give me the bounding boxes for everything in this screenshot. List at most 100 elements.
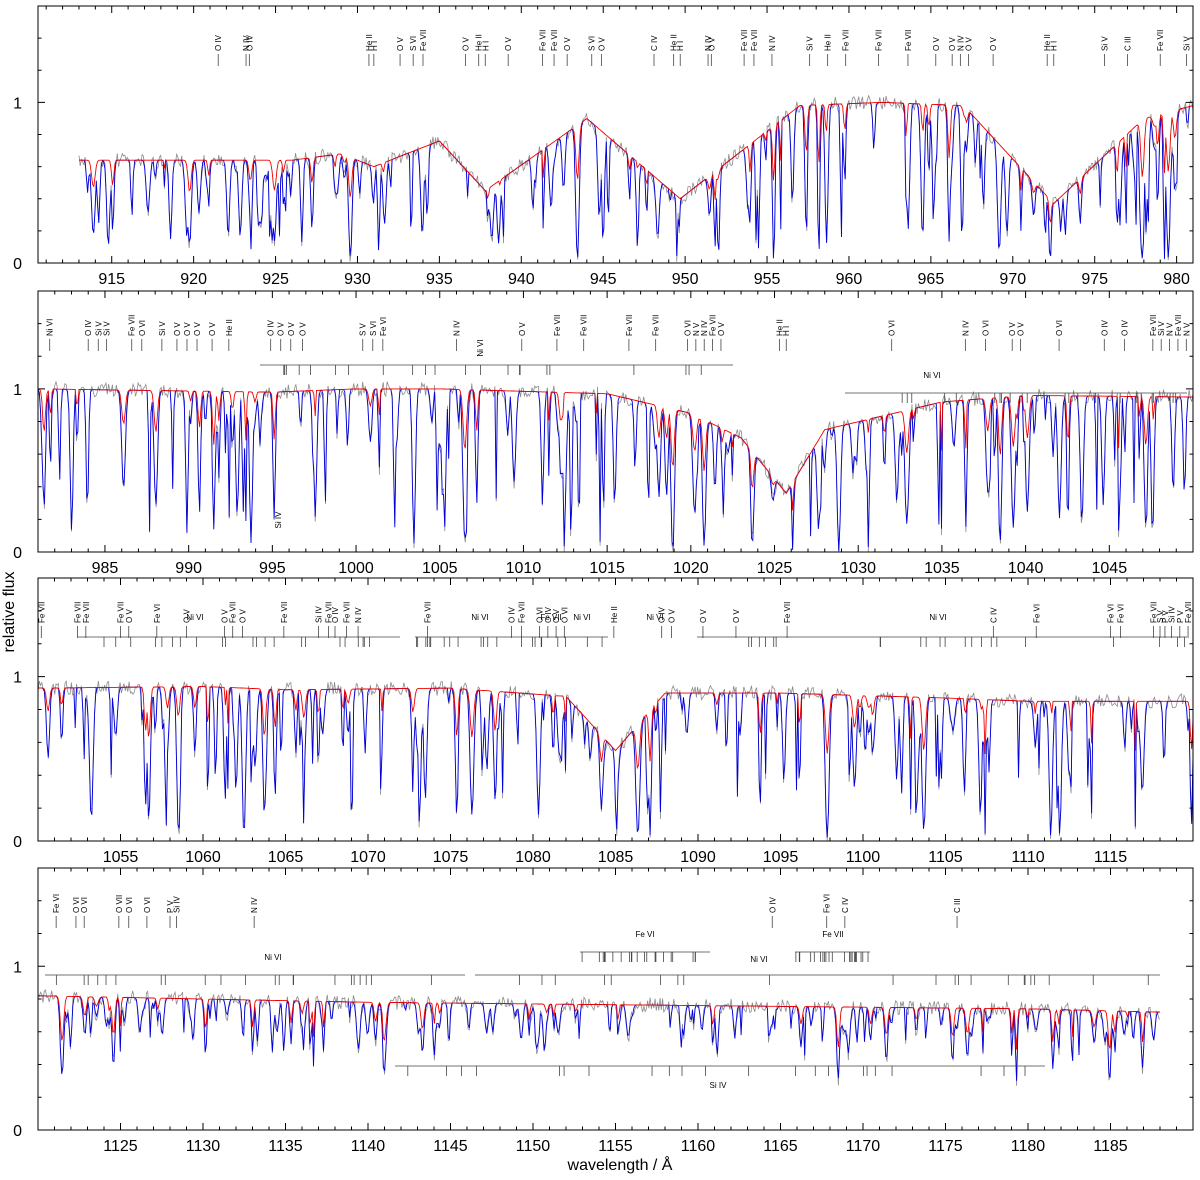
- y-tick-label: 1: [13, 382, 22, 399]
- x-tick-label: 1125: [103, 1138, 138, 1155]
- y-axis-title: relative flux: [1, 572, 18, 653]
- ion-label: S VI: [409, 36, 418, 51]
- ion-label: Fe VII: [625, 315, 634, 336]
- ion-label: Fe VII: [904, 30, 913, 51]
- ion-label: Fe VII: [419, 30, 428, 51]
- ion-label: O V: [504, 37, 513, 51]
- ion-label: O VI: [981, 320, 990, 336]
- x-tick-label: 960: [836, 271, 863, 288]
- observed-spectrum-line: [38, 680, 1193, 841]
- x-tick-label: 1185: [1093, 1138, 1128, 1155]
- ion-label: O V: [717, 322, 726, 336]
- ion-label: He II: [610, 606, 619, 623]
- ion-label: Si V: [158, 321, 167, 336]
- ism-model-line: [38, 388, 1193, 552]
- ion-label: O VI: [536, 607, 545, 623]
- x-tick-label: 925: [262, 271, 289, 288]
- ion-label: O VI: [888, 320, 897, 336]
- ion-label: N V: [1166, 322, 1175, 336]
- ion-label: Fe VII: [709, 315, 718, 336]
- x-tick-label: 975: [1081, 271, 1108, 288]
- ion-label: P V: [1161, 610, 1170, 623]
- ion-label: C IV: [650, 35, 659, 51]
- x-tick-label: 950: [672, 271, 699, 288]
- ion-label: N IV: [700, 320, 709, 336]
- ion-label: Si IV: [315, 605, 324, 623]
- ion-label: O V: [948, 37, 957, 51]
- x-axis-title: wavelength / Å: [567, 1155, 673, 1174]
- x-tick-label: 1040: [1008, 560, 1044, 577]
- ion-label: O V: [287, 322, 296, 336]
- ion-label: O VI: [1055, 320, 1064, 336]
- ion-label: Fe VII: [1149, 315, 1158, 336]
- ion-label: S VI: [369, 321, 378, 336]
- ion-label: Fe VII: [423, 602, 432, 623]
- ion-label: S VI: [588, 36, 597, 51]
- ion-label: Fe VII: [324, 602, 333, 623]
- x-tick-label: 1015: [589, 560, 625, 577]
- ion-label: S V: [1156, 609, 1165, 623]
- x-tick-label: 1110: [1011, 849, 1044, 866]
- multiplet-label: Ni VI: [929, 613, 946, 622]
- x-tick-label: 930: [344, 271, 371, 288]
- ion-label: Fe VII: [842, 30, 851, 51]
- ion-label: Fe VII: [343, 602, 352, 623]
- ion-label: Fe VII: [117, 602, 126, 623]
- x-tick-label: 1065: [268, 849, 304, 866]
- ion-label: O IV: [245, 34, 254, 51]
- ion-label: P V: [166, 900, 175, 913]
- x-tick-label: 1075: [433, 849, 469, 866]
- x-tick-label: 1010: [506, 560, 542, 577]
- y-tick-label: 0: [13, 834, 22, 851]
- x-tick-label: 965: [918, 271, 945, 288]
- ion-label: O V: [563, 37, 572, 51]
- panel-frame: [37, 5, 1194, 264]
- x-tick-label: 1000: [338, 560, 374, 577]
- y-tick-label: 0: [13, 1123, 22, 1140]
- x-tick-label: 1135: [268, 1138, 303, 1155]
- ion-label: O V: [552, 609, 561, 623]
- ion-label: Fe VII: [37, 602, 46, 623]
- ion-label: Fe VII: [280, 602, 289, 623]
- y-tick-label: 0: [13, 256, 22, 273]
- ion-label: Fe VI: [153, 604, 162, 623]
- ion-label: Si V: [806, 36, 815, 51]
- multiplet-label: Ni VI: [264, 953, 281, 962]
- ion-label: O V: [1017, 322, 1026, 336]
- x-tick-label: 1165: [763, 1138, 798, 1155]
- ion-label: He II: [670, 34, 679, 51]
- ion-label: O V: [462, 37, 471, 51]
- ion-label: O VI: [80, 897, 89, 913]
- ion-label: O IV: [1100, 319, 1109, 336]
- spectrum-panel-1: 915 920 925 930 935 940 945 950 955 960 965 970 975 9…: [13, 5, 1194, 288]
- x-tick-label: 1145: [433, 1138, 468, 1155]
- ion-label: Fe VII: [1149, 602, 1158, 623]
- ion-label: He II: [225, 319, 234, 336]
- ion-label: Fe VI: [1107, 604, 1116, 623]
- ion-label: He II: [776, 319, 785, 336]
- multiplet-label: Si IV: [710, 1081, 728, 1090]
- ion-label: O VI: [560, 607, 569, 623]
- ion-label: Si V: [1157, 321, 1166, 336]
- ion-label: O V: [732, 609, 741, 623]
- ion-label: Fe VII: [74, 602, 83, 623]
- ion-label: Fe VII: [580, 315, 589, 336]
- ion-label: C III: [1123, 36, 1132, 51]
- ion-label: Si IV: [173, 895, 182, 913]
- x-tick-label: 1115: [1094, 849, 1127, 866]
- photosphere-model-line: [38, 388, 1193, 511]
- ion-label: C III: [953, 898, 962, 913]
- ion-label: Fe VII: [740, 30, 749, 51]
- x-tick-label: 970: [999, 271, 1026, 288]
- ion-label: N IV: [452, 320, 461, 336]
- multiplet-label: Ni VI: [750, 955, 767, 964]
- ion-label: O VII: [115, 895, 124, 913]
- ion-label: O V: [193, 322, 202, 336]
- ion-label: Fe VII: [652, 315, 661, 336]
- x-tick-label: 1045: [1092, 560, 1128, 577]
- ion-label: Si V: [94, 321, 103, 336]
- x-tick-label: 1020: [673, 560, 709, 577]
- ion-label: P V: [1176, 610, 1185, 623]
